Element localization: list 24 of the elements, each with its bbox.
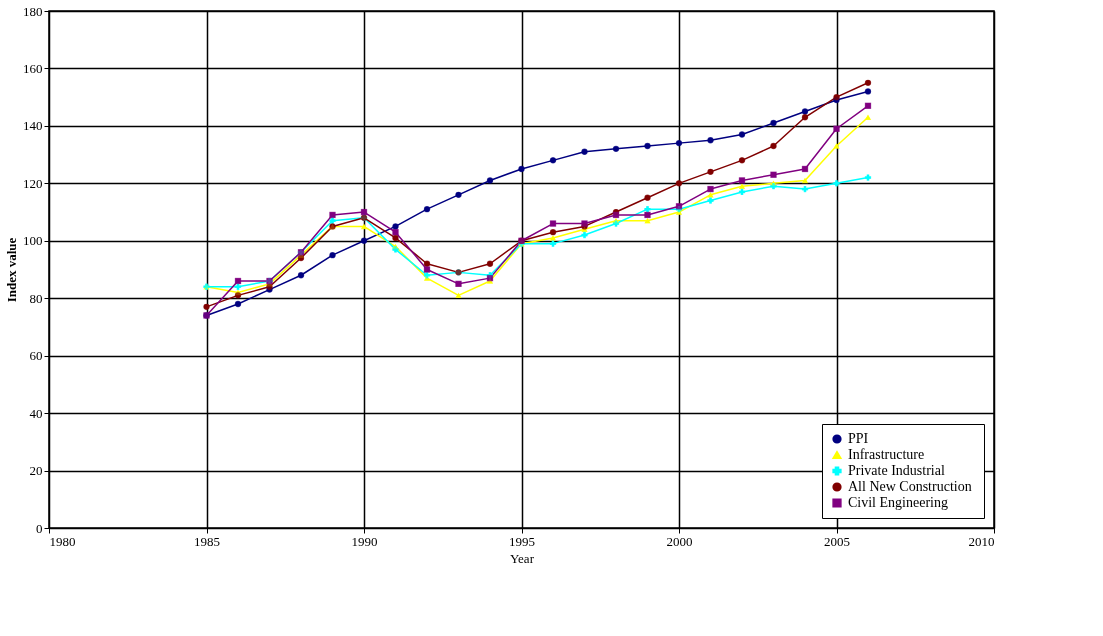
x-axis-title: Year [510,550,535,566]
legend-label: PPI [848,431,869,446]
x-tick-label: 1990 [351,533,378,549]
y-tick-label: 80 [29,290,43,306]
legend-label: Civil Engineering [848,495,948,510]
x-tick-label: 1985 [194,533,220,549]
x-tick-label: 1980 [49,533,76,549]
y-tick-label: 0 [36,520,43,536]
x-tick-label: 2010 [968,533,995,549]
y-tick-label: 180 [23,3,43,19]
y-tick-label: 100 [23,233,43,249]
legend-label: All New Construction [848,479,972,494]
x-tick-label: 2005 [824,533,850,549]
y-axis-title: Index value [4,237,19,303]
y-tick-label: 140 [23,118,43,134]
y-tick-label: 60 [29,348,43,364]
x-tick-label: 1995 [509,533,535,549]
y-tick-label: 120 [23,175,43,191]
y-tick-label: 20 [29,463,43,479]
x-tick-label: 2000 [666,533,693,549]
y-tick-label: 160 [23,60,43,76]
legend-label: Infrastructure [848,447,925,462]
legend-label: Private Industrial [848,463,945,478]
y-tick-label: 40 [29,405,43,421]
